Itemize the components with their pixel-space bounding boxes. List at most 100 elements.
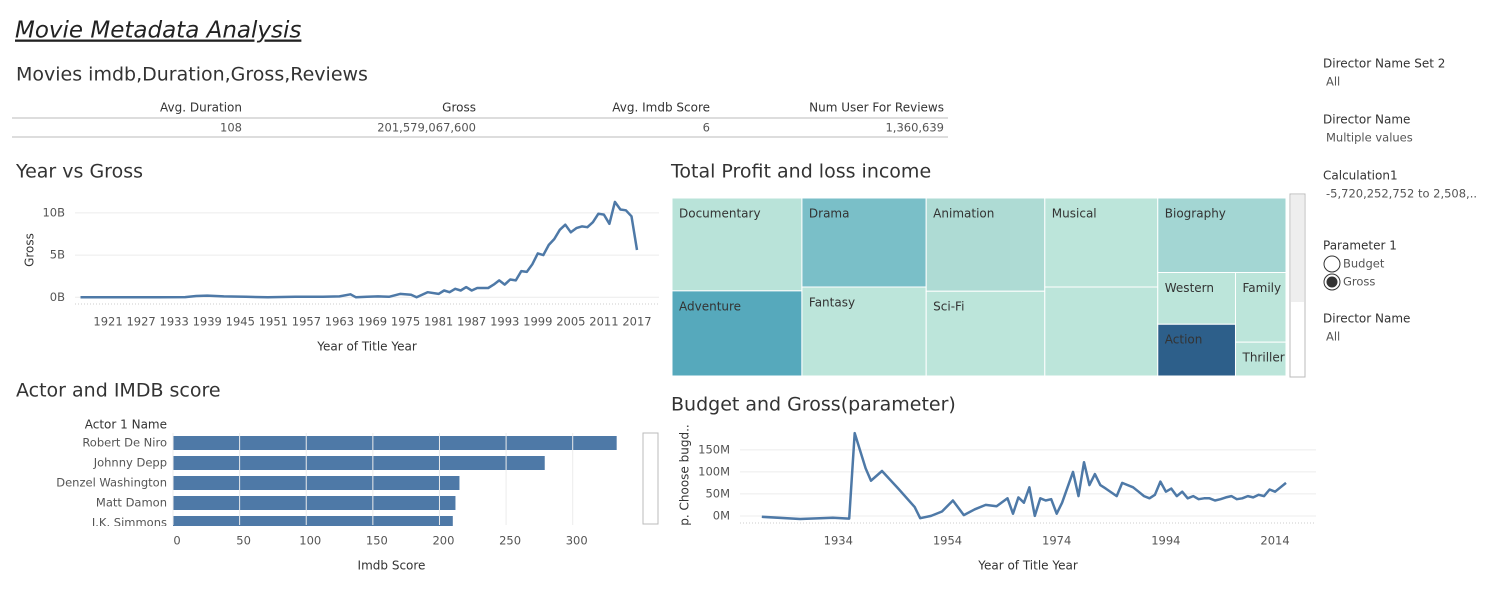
x-tick-label: 1969 — [358, 315, 387, 329]
category-header: Actor 1 Name — [85, 418, 167, 432]
filter-label: Calculation1 — [1323, 169, 1398, 183]
x-tick-label: 200 — [432, 534, 454, 548]
treemap-label: Thriller — [1241, 351, 1284, 365]
y-axis-label: Gross — [23, 233, 37, 267]
summary-title: Movies imdb,Duration,Gross,Reviews — [16, 64, 368, 86]
chart-title: Actor and IMDB score — [16, 380, 221, 402]
treemap-label: Family — [1242, 281, 1281, 295]
filter-value[interactable]: All — [1326, 330, 1340, 344]
treemap-cell[interactable] — [925, 197, 1046, 292]
treemap-cell[interactable] — [801, 286, 927, 377]
filter-value[interactable]: All — [1326, 75, 1340, 89]
table-cell: 201,579,067,600 — [377, 121, 476, 135]
table-cell: 1,360,639 — [885, 121, 944, 135]
x-tick-label: 1951 — [259, 315, 288, 329]
x-tick-label: 50 — [236, 534, 251, 548]
radio-button[interactable] — [1323, 255, 1341, 273]
treemap-cell[interactable] — [1157, 271, 1236, 325]
x-tick-label: 1963 — [325, 315, 354, 329]
treemap-cell[interactable] — [1157, 323, 1236, 377]
x-tick-label: 1975 — [391, 315, 420, 329]
bar — [173, 476, 460, 490]
x-axis-label: Year of Title Year — [316, 340, 417, 354]
treemap-label: Fantasy — [809, 296, 855, 310]
y-tick-label: 5B — [50, 248, 65, 262]
table-cell: 6 — [703, 121, 710, 135]
treemap-label: Drama — [809, 207, 850, 221]
y-tick-label: Matt Damon — [96, 496, 167, 510]
dashboard-title: Movie Metadata Analysis — [15, 18, 301, 44]
x-tick-label: 1981 — [424, 315, 453, 329]
treemap-label: Action — [1165, 333, 1203, 347]
x-tick-label: 1934 — [824, 534, 853, 548]
treemap-label: Sci-Fi — [933, 300, 964, 314]
y-tick-label: 50M — [705, 486, 730, 500]
x-tick-label: 1921 — [93, 315, 122, 329]
x-tick-label: 250 — [499, 534, 521, 548]
y-tick-label: 10B — [42, 205, 65, 219]
x-tick-label: 1993 — [490, 315, 519, 329]
x-tick-label: 1987 — [457, 315, 486, 329]
x-tick-label: 0 — [173, 534, 180, 548]
table-header: Avg. Duration — [160, 101, 242, 115]
x-tick-label: 2011 — [589, 315, 618, 329]
bar — [173, 496, 456, 510]
scrollbar-thumb[interactable] — [1291, 195, 1304, 302]
x-axis-label: Imdb Score — [358, 559, 426, 573]
x-tick-label: 1933 — [160, 315, 189, 329]
radio-label[interactable]: Budget — [1343, 257, 1385, 271]
y-tick-label: J.K. Simmons — [91, 516, 167, 530]
table-cell: 108 — [220, 121, 242, 135]
treemap-label: Biography — [1165, 207, 1226, 221]
x-tick-label: 1974 — [1042, 534, 1071, 548]
x-tick-label: 2017 — [622, 315, 651, 329]
treemap-label: Adventure — [679, 299, 741, 313]
treemap-cell[interactable] — [671, 290, 803, 377]
scrollbar[interactable] — [642, 432, 659, 525]
treemap-label: Musical — [1052, 207, 1097, 221]
radio-label[interactable]: Gross — [1343, 275, 1375, 289]
x-tick-label: 1945 — [226, 315, 255, 329]
chart-title: Total Profit and loss income — [670, 161, 931, 183]
x-tick-label: 1957 — [292, 315, 321, 329]
y-tick-label: Johnny Depp — [93, 456, 167, 470]
x-tick-label: 150 — [366, 534, 388, 548]
radio-dot — [1326, 276, 1338, 288]
filter-value[interactable]: Multiple values — [1326, 131, 1413, 145]
treemap-cell[interactable] — [1157, 197, 1287, 273]
x-tick-label: 1999 — [523, 315, 552, 329]
treemap-cell[interactable] — [925, 290, 1046, 377]
x-tick-label: 2014 — [1260, 534, 1289, 548]
table-header: Num User For Reviews — [809, 101, 944, 115]
x-tick-label: 1927 — [126, 315, 155, 329]
treemap-cell[interactable] — [1234, 271, 1287, 343]
y-tick-label: 0B — [50, 290, 65, 304]
y-tick-label: Denzel Washington — [56, 476, 167, 490]
treemap-cell[interactable] — [1234, 341, 1287, 377]
filter-label: Director Name — [1323, 312, 1410, 326]
filter-label: Director Name Set 2 — [1323, 57, 1445, 71]
x-axis-label: Year of Title Year — [977, 559, 1078, 573]
x-tick-label: 1939 — [193, 315, 222, 329]
filter-label: Parameter 1 — [1323, 239, 1397, 253]
bar — [173, 516, 453, 526]
treemap-cell[interactable] — [1044, 286, 1159, 377]
treemap-label: Western — [1165, 281, 1214, 295]
chart-title: Year vs Gross — [15, 161, 143, 183]
chart-title: Budget and Gross(parameter) — [671, 394, 956, 416]
bar-plot: Robert De Niro Johnny Depp Denzel Washingt… — [56, 436, 617, 530]
x-tick-label: 2005 — [556, 315, 585, 329]
y-axis-label: p. Choose bugd.. — [678, 424, 692, 525]
filter-value[interactable]: -5,720,252,752 to 2,508,.. — [1326, 187, 1477, 201]
filter-label: Director Name — [1323, 113, 1410, 127]
line-series — [80, 200, 639, 299]
treemap-cell[interactable] — [1044, 197, 1159, 288]
treemap-label: Animation — [933, 207, 994, 221]
y-tick-label: Robert De Niro — [82, 436, 167, 450]
x-tick-label: 100 — [299, 534, 321, 548]
y-tick-label: 0M — [713, 508, 730, 522]
table-header: Gross — [442, 101, 476, 115]
y-tick-label: 100M — [698, 464, 730, 478]
x-tick-label: 1994 — [1151, 534, 1180, 548]
treemap-label: Documentary — [679, 207, 761, 221]
